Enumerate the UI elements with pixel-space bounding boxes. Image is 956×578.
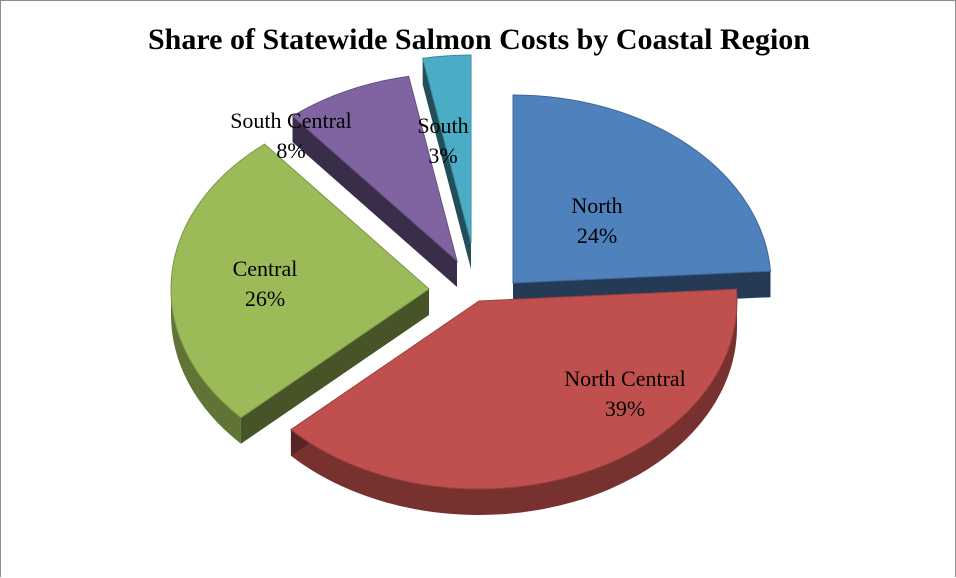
slice-label-south: South bbox=[417, 113, 468, 138]
slice-cut-face-central bbox=[240, 289, 429, 444]
slice-south-central bbox=[291, 75, 458, 263]
slice-cut-face-south-central bbox=[292, 116, 457, 287]
slice-value-south-central: 8% bbox=[276, 138, 305, 163]
slice-label-central: Central bbox=[233, 256, 298, 281]
slice-label-north-central: North Central bbox=[564, 366, 686, 391]
slice-cut-face-south bbox=[422, 58, 471, 269]
slice-label-south-central: South Central bbox=[230, 108, 352, 133]
slice-labels: North 24% North Central 39% Central 26% South … bbox=[230, 108, 686, 421]
slice-value-south: 3% bbox=[428, 143, 457, 168]
slice-north bbox=[512, 94, 772, 284]
slice-label-north: North bbox=[571, 193, 622, 218]
slice-value-north-central: 39% bbox=[605, 396, 645, 421]
slice-wall-central bbox=[171, 289, 241, 444]
slice-central bbox=[170, 143, 430, 419]
slice-value-central: 26% bbox=[245, 286, 285, 311]
slice-north-central bbox=[290, 288, 738, 490]
slice-value-north: 24% bbox=[577, 223, 617, 248]
slice-south bbox=[422, 54, 472, 244]
slice-wall-north-central bbox=[290, 301, 737, 515]
slice-tops bbox=[170, 54, 772, 490]
chart-title: Share of Statewide Salmon Costs by Coast… bbox=[148, 23, 810, 56]
